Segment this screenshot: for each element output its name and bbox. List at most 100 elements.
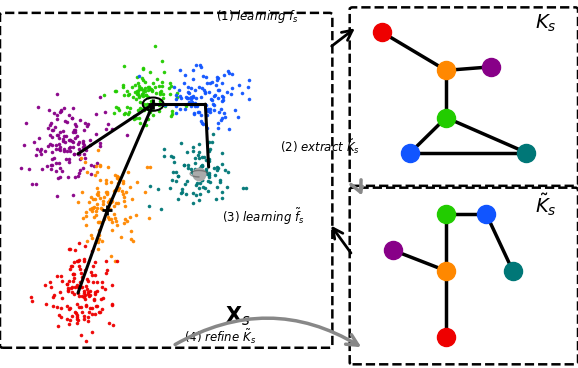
Point: [82, 238, 91, 244]
Point: [68, 271, 77, 277]
Point: [71, 284, 80, 290]
Point: [122, 104, 131, 110]
Point: [80, 293, 90, 298]
Point: [120, 198, 129, 204]
Point: [225, 70, 234, 76]
Point: [167, 83, 176, 89]
Point: [51, 160, 61, 166]
Point: [65, 137, 75, 143]
Point: [79, 258, 88, 264]
Point: [166, 113, 176, 119]
Point: [57, 295, 66, 301]
Point: [71, 121, 80, 127]
Point: [124, 109, 134, 115]
Point: [225, 126, 234, 132]
Point: [193, 180, 202, 186]
Point: [68, 145, 77, 151]
Point: [190, 174, 199, 180]
Point: [51, 168, 60, 174]
Point: [217, 161, 227, 167]
Point: [172, 110, 181, 116]
Point: [69, 271, 78, 277]
Point: [139, 66, 148, 72]
Point: [113, 173, 122, 179]
Point: [123, 111, 132, 117]
Point: [222, 89, 231, 95]
Point: [66, 284, 76, 290]
Point: [65, 145, 74, 151]
Point: [125, 105, 135, 111]
Point: [194, 155, 203, 161]
Point: [61, 156, 71, 162]
Point: [52, 193, 61, 199]
Point: [143, 94, 152, 100]
Point: [187, 99, 197, 105]
Point: [202, 167, 211, 173]
Point: [188, 148, 198, 153]
Point: [74, 173, 83, 179]
Point: [131, 96, 140, 102]
Point: [107, 282, 116, 288]
Point: [132, 179, 141, 185]
Point: [123, 88, 132, 94]
Point: [55, 174, 65, 180]
Point: [73, 141, 83, 146]
Point: [58, 277, 67, 283]
Point: [194, 149, 203, 155]
Point: [155, 98, 164, 103]
Point: [217, 195, 226, 201]
Point: [113, 222, 122, 228]
Point: [92, 191, 102, 197]
Point: [219, 110, 228, 116]
Point: [158, 96, 168, 102]
Point: [142, 101, 151, 107]
Point: [60, 133, 69, 139]
Point: [158, 58, 167, 64]
Point: [203, 106, 212, 112]
Point: [234, 82, 243, 88]
Point: [166, 80, 175, 86]
Point: [84, 291, 93, 297]
Point: [75, 170, 84, 176]
Point: [144, 215, 153, 221]
Point: [48, 303, 57, 309]
Point: [59, 146, 68, 152]
Point: [172, 90, 181, 96]
Point: [95, 143, 105, 149]
Point: [45, 279, 54, 285]
Point: [53, 176, 62, 181]
Point: [71, 309, 80, 315]
Point: [55, 289, 65, 295]
Point: [173, 197, 183, 202]
Point: [114, 174, 123, 180]
Point: [195, 191, 205, 197]
Point: [197, 163, 206, 169]
Point: [119, 111, 128, 117]
Point: [87, 305, 97, 311]
Point: [218, 98, 227, 104]
Point: [60, 139, 69, 145]
Point: [175, 106, 184, 112]
Point: [112, 258, 121, 263]
Point: [103, 164, 113, 170]
Point: [152, 90, 161, 96]
Point: [244, 96, 254, 102]
Point: [65, 307, 74, 312]
Point: [141, 85, 150, 91]
Point: [88, 208, 97, 214]
Point: [161, 103, 170, 109]
Point: [106, 198, 115, 204]
Point: [103, 199, 113, 205]
Point: [79, 314, 88, 319]
Point: [137, 75, 146, 81]
Point: [110, 211, 119, 217]
Point: [129, 113, 138, 119]
Point: [107, 198, 116, 204]
Point: [237, 90, 246, 96]
Point: [188, 144, 198, 150]
Point: [55, 165, 65, 171]
Point: [80, 288, 89, 294]
Text: $(3)$ learning $\tilde{f}_s$: $(3)$ learning $\tilde{f}_s$: [222, 207, 304, 227]
Point: [92, 185, 102, 191]
Point: [47, 142, 56, 148]
